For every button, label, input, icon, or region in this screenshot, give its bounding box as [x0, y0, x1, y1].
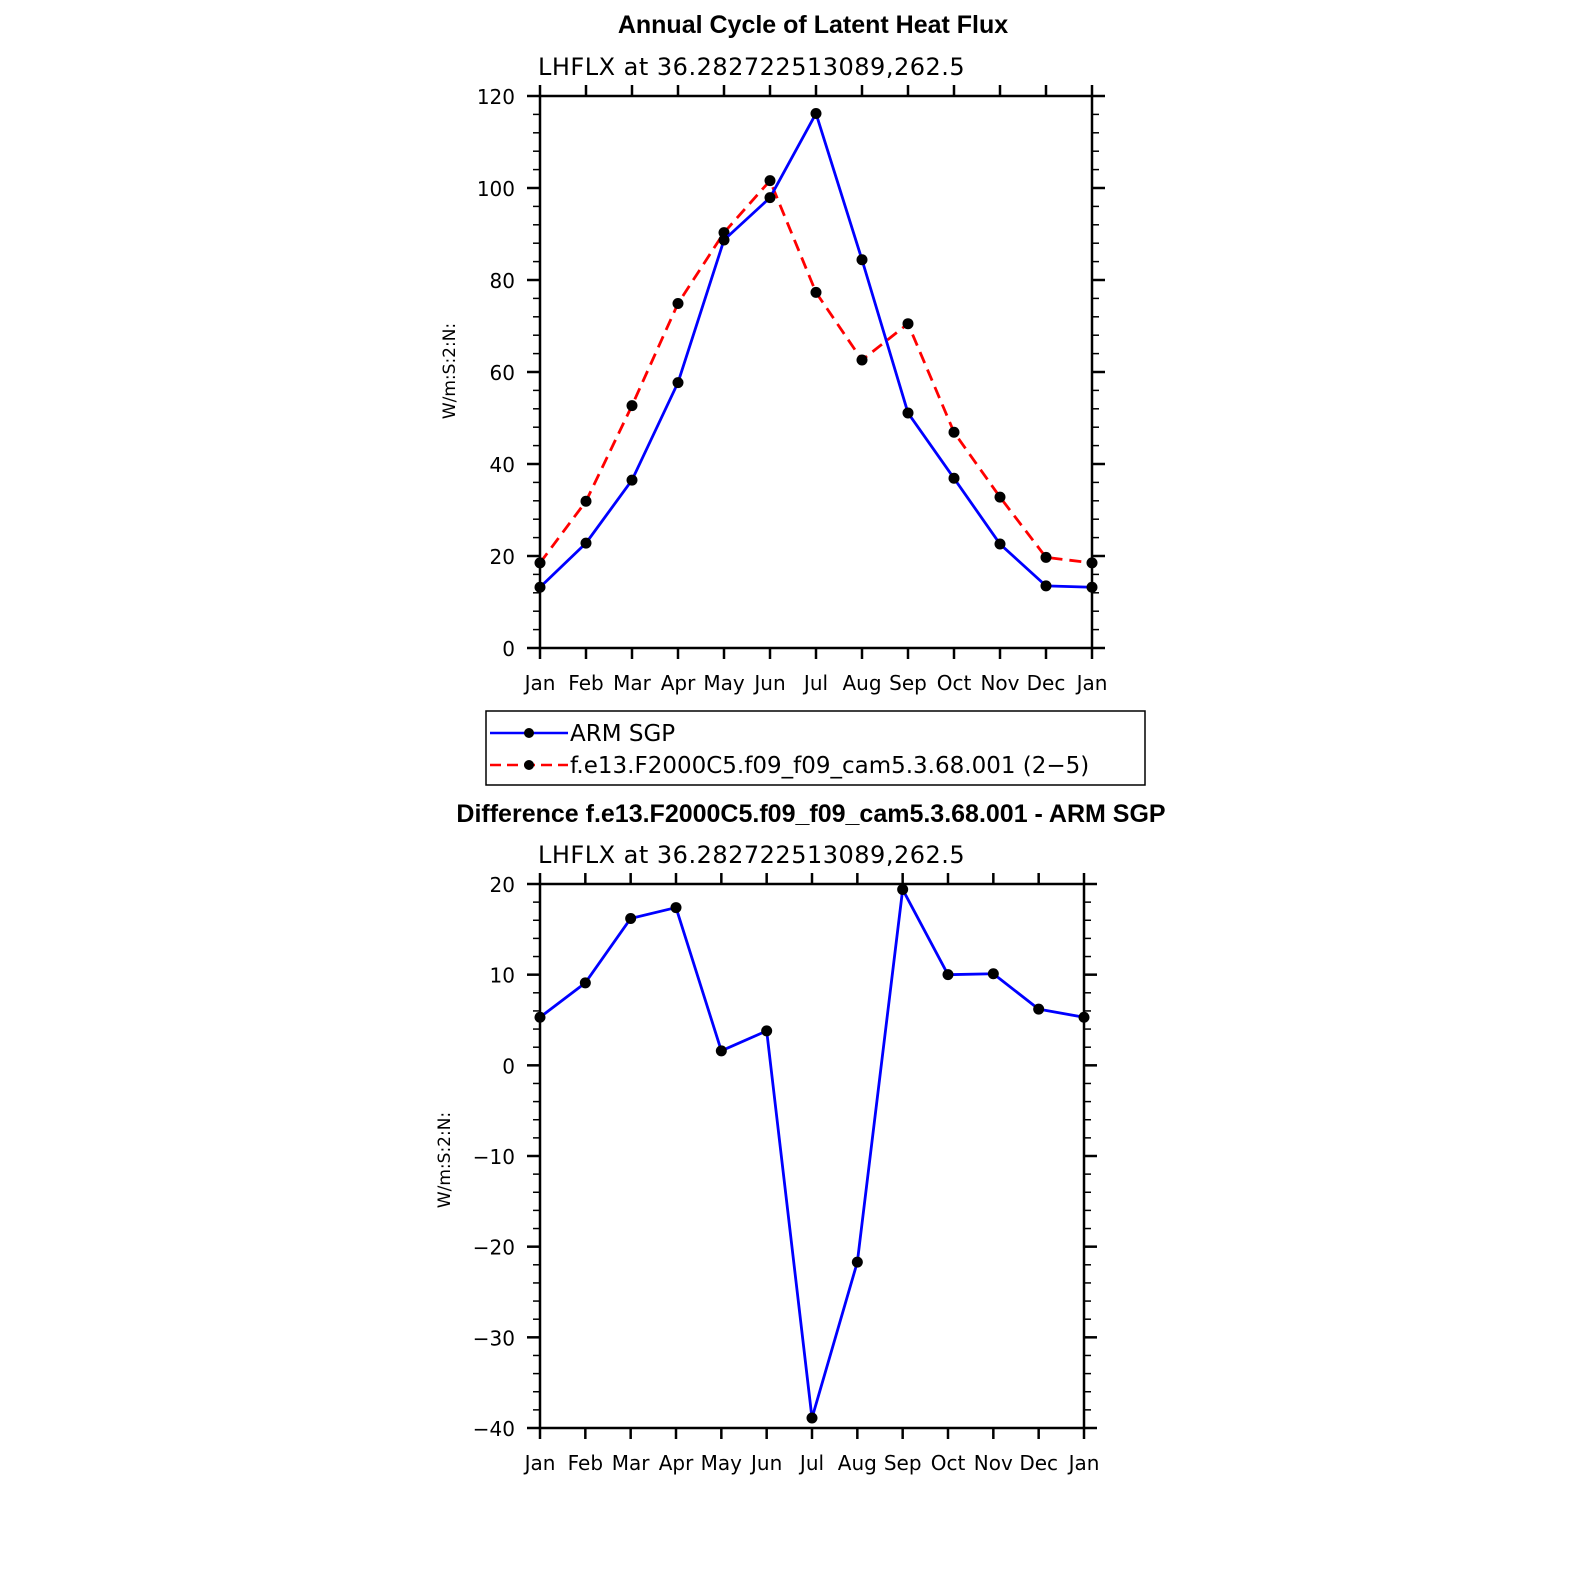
chart2-series-0-point — [670, 902, 682, 914]
chart1-x-tick-label: Apr — [661, 671, 696, 695]
chart2-series-0-point — [806, 1412, 818, 1424]
chart2-y-tick-label: 10 — [490, 964, 515, 988]
chart1-series-1-point — [856, 354, 868, 366]
chart2-x-tick-label: Sep — [884, 1451, 922, 1475]
chart1-y-tick-label: 80 — [490, 269, 515, 293]
chart1-series-0-point — [534, 581, 546, 593]
chart2-series-line-0 — [539, 888, 1085, 1420]
chart1-series-1-point — [580, 495, 592, 507]
chart2-x-tick-label: Dec — [1019, 1451, 1058, 1475]
chart2-x-tick-label: Jun — [749, 1451, 782, 1475]
chart2-series-0-point — [715, 1045, 727, 1057]
chart2-series-0-point — [1078, 1011, 1090, 1023]
chart1-x-tick-label: Dec — [1027, 671, 1066, 695]
chart2-y-tick-label: 20 — [490, 873, 515, 897]
chart2-series-0-point — [1033, 1003, 1045, 1015]
chart2-x-tick-label: Mar — [612, 1451, 651, 1475]
chart2-x-tick-label: Aug — [838, 1451, 877, 1475]
chart1-y-tick-label: 0 — [502, 637, 515, 661]
chart2-x-tick-label: May — [701, 1451, 743, 1475]
legend: ARM SGP f.e13.F2000C5.f09_f09_cam5.3.68.… — [485, 710, 1146, 786]
chart2-x-tick-label: Jan — [1067, 1451, 1100, 1475]
chart2-series-0-point — [987, 968, 999, 980]
chart2-x-tick-label: Apr — [659, 1451, 694, 1475]
chart2-x-tick-label: Oct — [931, 1451, 966, 1475]
chart1-y-tick-label: 40 — [490, 453, 515, 477]
chart1-series-1-point — [902, 318, 914, 330]
legend-box — [485, 710, 1146, 786]
chart2-series-0-point — [534, 1011, 546, 1023]
chart1-x-tick-label: Jan — [1075, 671, 1108, 695]
chart1-series-0-point — [810, 107, 822, 119]
chart2-y-tick-label: −10 — [473, 1145, 515, 1169]
chart1-series-0-point — [1086, 581, 1098, 593]
chart2-series-0-point — [942, 969, 954, 981]
chart1-series-0-point — [994, 538, 1006, 550]
chart1-series-1-point — [948, 426, 960, 438]
chart1-series-0-point — [902, 407, 914, 419]
chart2-series-0-point — [625, 912, 637, 924]
chart2-x-tick-label: Nov — [974, 1451, 1013, 1475]
chart2-y-axis-label: W/m:S:2:N: — [435, 1112, 455, 1208]
chart1-series-1-point — [994, 491, 1006, 503]
chart1-series-0-point — [1040, 580, 1052, 592]
chart2-series-0-point — [897, 883, 909, 895]
chart2-y-tick-label: −30 — [473, 1326, 515, 1350]
chart1-series-0-point — [672, 377, 684, 389]
chart2-subtitle: LHFLX at 36.282722513089,262.5 — [538, 841, 965, 869]
chart1-series-0-point — [626, 474, 638, 486]
chart1-series-1-point — [626, 400, 638, 412]
chart1-y-axis-label: W/m:S:2:N: — [440, 323, 460, 419]
chart1-x-tick-label: Jul — [802, 671, 828, 695]
chart1-x-tick-label: Jan — [523, 671, 556, 695]
chart2-frame — [538, 882, 1086, 1430]
legend-marker-arm — [524, 728, 534, 738]
chart1-series-line-1 — [538, 179, 1093, 565]
chart1-y-tick-label: 100 — [477, 177, 515, 201]
chart2-series-0-point — [851, 1256, 863, 1268]
chart1-y-tick-label: 120 — [477, 85, 515, 109]
chart1-title: Annual Cycle of Latent Heat Flux — [618, 11, 1008, 39]
chart1-series-0-point — [856, 254, 868, 266]
chart1-x-tick-label: May — [703, 671, 745, 695]
chart1-y-tick-label: 60 — [490, 361, 515, 385]
chart1-series-0-point — [718, 234, 730, 246]
chart2-series-0-point — [761, 1025, 773, 1037]
chart1-series-1-point — [672, 297, 684, 309]
chart2-series-0-point — [579, 977, 591, 989]
chart1-series-0-point — [580, 537, 592, 549]
legend-marker-model — [524, 760, 534, 770]
chart2-y-tick-label: −40 — [473, 1417, 515, 1441]
chart1-series-1-point — [534, 557, 546, 569]
chart2-y-tick-label: 0 — [502, 1054, 515, 1078]
chart1-x-tick-label: Aug — [842, 671, 881, 695]
chart2-x-tick-label: Jul — [798, 1451, 824, 1475]
chart1-series-line-0 — [539, 112, 1093, 589]
chart2-title: Difference f.e13.F2000C5.f09_f09_cam5.3.… — [456, 800, 1165, 828]
chart1-x-tick-label: Nov — [980, 671, 1019, 695]
chart2-x-tick-label: Jan — [523, 1451, 556, 1475]
chart1-x-tick-label: Feb — [568, 671, 603, 695]
chart1-series-1-point — [810, 286, 822, 298]
chart1-x-tick-label: Jun — [752, 671, 785, 695]
legend-label-model: f.e13.F2000C5.f09_f09_cam5.3.68.001 (2−5… — [570, 753, 1089, 779]
chart2-plot: Jan Feb Mar Apr May Jun Jul Aug Sep Oct Nov Dec Jan−… — [473, 873, 1100, 1475]
chart1-series-1-point — [1086, 557, 1098, 569]
chart2-y-tick-label: −20 — [473, 1236, 515, 1260]
chart1-series-0-point — [764, 192, 776, 204]
chart1-y-tick-label: 20 — [490, 545, 515, 569]
chart1-series-1-point — [1040, 551, 1052, 563]
chart2-x-tick-label: Feb — [568, 1451, 603, 1475]
chart1-frame — [538, 94, 1094, 650]
chart1-plot: Jan Feb Mar Apr May Jun Jul Aug Sep Oct Nov Dec Jan 0… — [477, 85, 1108, 695]
legend-label-arm: ARM SGP — [570, 721, 675, 747]
chart1-x-tick-label: Mar — [613, 671, 652, 695]
chart1-subtitle: LHFLX at 36.282722513089,262.5 — [538, 53, 965, 81]
chart1-series-0-point — [948, 472, 960, 484]
chart1-x-tick-label: Sep — [889, 671, 927, 695]
chart1-x-tick-label: Oct — [937, 671, 972, 695]
chart1-series-1-point — [764, 175, 776, 187]
